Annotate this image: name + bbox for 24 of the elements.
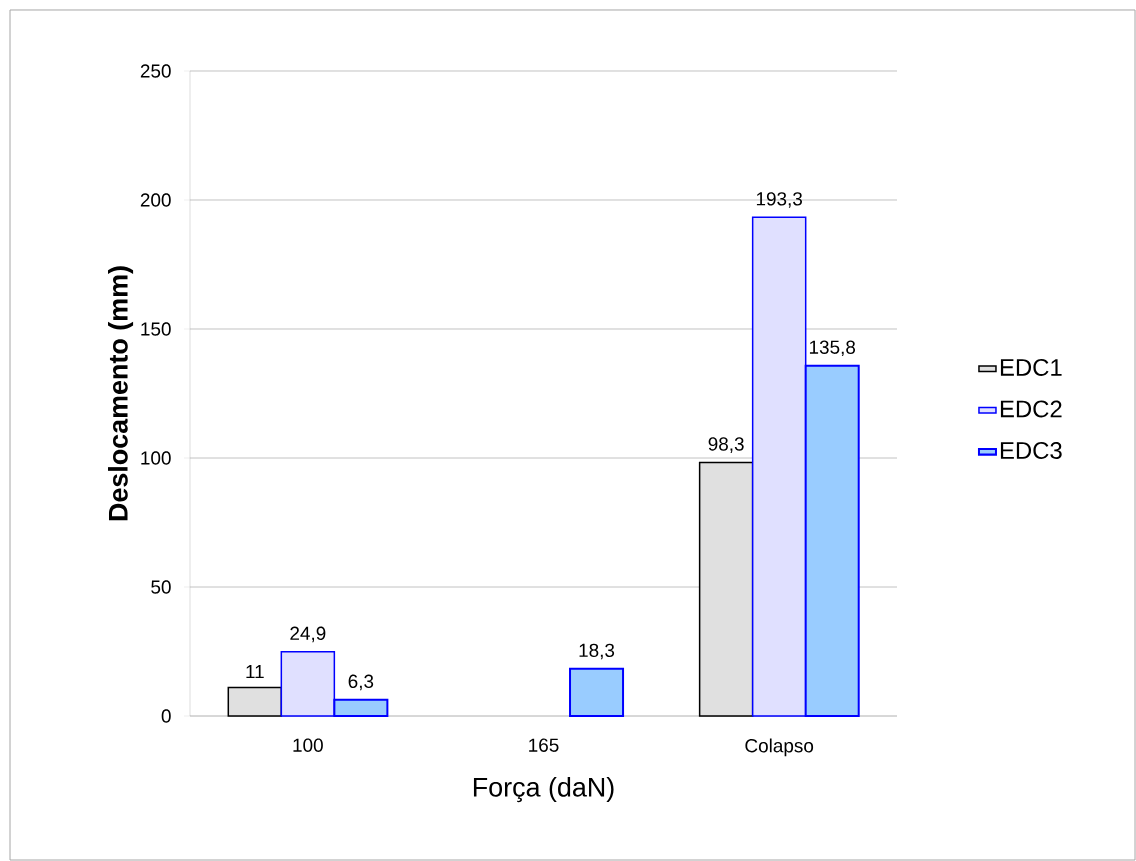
y-tick-label: 0	[161, 709, 171, 723]
legend-label: EDC3	[1000, 442, 1062, 459]
legend-label: EDC1	[1000, 358, 1062, 376]
y-tick-label: 150	[141, 322, 171, 336]
data-label: 6,3	[348, 674, 374, 691]
x-tick-label: Colapso	[745, 738, 814, 757]
data-label: 193,3	[756, 192, 803, 208]
data-label: 98,3	[708, 437, 744, 453]
y-axis-title: Deslocamento (mm)	[108, 266, 134, 521]
x-tick-label: 165	[529, 738, 559, 752]
bar	[569, 667, 625, 717]
data-label: 11	[246, 665, 264, 679]
data-label: 18,3	[579, 643, 615, 660]
y-tick-label: 50	[151, 580, 171, 594]
data-label: 135,8	[809, 340, 856, 357]
x-tick-label: 100	[293, 738, 323, 752]
y-tick-label: 200	[140, 193, 171, 207]
y-tick-label: 250	[140, 64, 171, 78]
y-tick-label: 100	[141, 451, 171, 465]
bar	[698, 461, 754, 717]
legend-label: EDC2	[1000, 400, 1062, 418]
bar	[227, 686, 283, 717]
data-label: 24,9	[290, 626, 326, 643]
x-axis-title: Força (daN)	[473, 776, 614, 803]
